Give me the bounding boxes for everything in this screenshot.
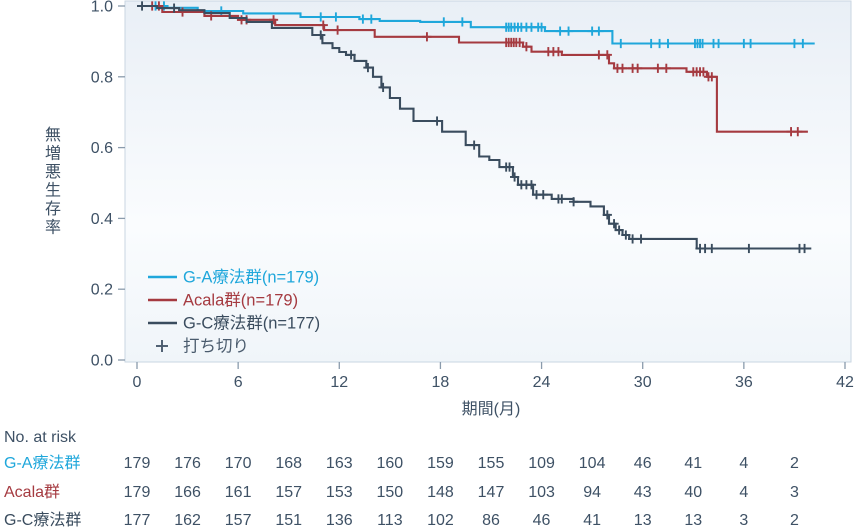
y-axis-tick-label: 0.2	[91, 282, 113, 299]
at-risk-value: 161	[225, 484, 252, 501]
at-risk-value: 162	[174, 512, 201, 529]
at-risk-value: 157	[225, 512, 252, 529]
acala-curve	[137, 4, 808, 133]
at-risk-value: 102	[427, 512, 454, 529]
at-risk-value: 94	[583, 484, 601, 501]
at-risk-value: 40	[684, 484, 702, 501]
at-risk-value: 159	[427, 455, 454, 472]
legend-item-ga: G-A療法群(n=179)	[148, 268, 319, 287]
at-risk-value: 41	[684, 455, 702, 472]
at-risk-row-label: G-A療法群	[4, 454, 80, 472]
at-risk-value: 2	[790, 455, 799, 472]
x-axis-tick-label: 6	[234, 374, 243, 391]
x-axis-tick-label: 18	[432, 374, 450, 391]
y-axis-tick-label: 0.0	[91, 353, 113, 370]
legend-label: G-A療法群(n=179)	[183, 268, 319, 287]
gc-censor-marks	[137, 1, 810, 254]
at-risk-value: 150	[377, 484, 404, 501]
x-axis-tick-label: 12	[330, 374, 348, 391]
y-axis-title-char: 悪	[45, 163, 61, 181]
at-risk-value: 179	[124, 455, 151, 472]
x-axis-title: 期間(月)	[462, 400, 521, 418]
y-axis-title-char: 生	[45, 182, 61, 200]
x-axis-tick-label: 0	[133, 374, 142, 391]
acala-censor-marks	[147, 1, 803, 137]
at-risk-row-gc: G-C療法群 177 162 157 151 136 113 102 86 46 41 13 13 3 2	[4, 511, 799, 529]
at-risk-value: 4	[739, 455, 748, 472]
legend: G-A療法群(n=179) Acala群(n=179) G-C療法群(n=177) 打…	[148, 268, 320, 356]
x-axis-tick-label: 42	[836, 374, 854, 391]
at-risk-value: 170	[225, 455, 252, 472]
at-risk-value: 109	[528, 455, 555, 472]
at-risk-value: 148	[427, 484, 454, 501]
legend-label: 打ち切り	[183, 337, 249, 356]
x-axis: 0 6 12 18 24 30 36 42	[133, 362, 854, 391]
at-risk-value: 3	[739, 512, 748, 529]
y-axis: 0.0 0.2 0.4 0.6 0.8 1.0	[91, 0, 125, 370]
at-risk-row-acala: Acala群 179 166 161 157 153 150 148 147 103 94 43 40 4…	[4, 483, 799, 501]
at-risk-value: 155	[478, 455, 505, 472]
plot-area	[124, 0, 852, 363]
y-axis-tick-label: 0.6	[91, 140, 113, 157]
at-risk-value: 103	[528, 484, 555, 501]
at-risk-value: 104	[579, 455, 606, 472]
at-risk-value: 136	[326, 512, 353, 529]
at-risk-value: 157	[275, 484, 302, 501]
y-axis-title-char: 存	[45, 200, 61, 218]
at-risk-value: 166	[174, 484, 201, 501]
gc-curve	[137, 4, 812, 250]
at-risk-value: 46	[533, 512, 551, 529]
at-risk-value: 13	[634, 512, 652, 529]
at-risk-value: 151	[275, 512, 302, 529]
x-axis-tick-label: 30	[634, 374, 652, 391]
at-risk-value: 160	[377, 455, 404, 472]
y-axis-title-char: 率	[45, 219, 61, 237]
ga-censor-marks	[150, 1, 808, 49]
at-risk-value: 176	[174, 455, 201, 472]
legend-item-acala: Acala群(n=179)	[148, 291, 298, 310]
at-risk-value: 3	[790, 484, 799, 501]
at-risk-value: 46	[634, 455, 652, 472]
at-risk-value: 163	[326, 455, 353, 472]
at-risk-row-ga: G-A療法群 179 176 170 168 163 160 159 155 109 104 46 41…	[4, 454, 799, 472]
y-axis-tick-label: 1.0	[91, 0, 113, 16]
legend-item-censor: 打ち切り	[156, 337, 249, 356]
x-axis-tick-label: 36	[735, 374, 753, 391]
at-risk-row-label: Acala群	[4, 483, 60, 501]
legend-label: Acala群(n=179)	[183, 291, 298, 310]
at-risk-table: No. at risk G-A療法群 179 176 170 168 163 160 159 15…	[4, 429, 799, 529]
at-risk-value: 4	[739, 484, 748, 501]
y-axis-tick-label: 0.8	[91, 69, 113, 86]
at-risk-title: No. at risk	[4, 429, 77, 446]
y-axis-tick-label: 0.4	[91, 211, 113, 228]
at-risk-value: 179	[124, 484, 151, 501]
at-risk-value: 13	[684, 512, 702, 529]
y-axis-title-char: 増	[45, 145, 61, 163]
y-axis-title-char: 無	[45, 126, 61, 144]
at-risk-row-label: G-C療法群	[4, 511, 81, 529]
x-axis-tick-label: 24	[533, 374, 551, 391]
legend-item-gc: G-C療法群(n=177)	[148, 314, 320, 333]
at-risk-value: 177	[124, 512, 151, 529]
at-risk-value: 168	[275, 455, 302, 472]
legend-label: G-C療法群(n=177)	[183, 314, 320, 333]
at-risk-value: 2	[790, 512, 799, 529]
at-risk-value: 43	[634, 484, 652, 501]
at-risk-value: 147	[478, 484, 505, 501]
at-risk-value: 153	[326, 484, 353, 501]
at-risk-value: 113	[377, 512, 403, 529]
at-risk-value: 86	[482, 512, 500, 529]
at-risk-value: 41	[583, 512, 601, 529]
